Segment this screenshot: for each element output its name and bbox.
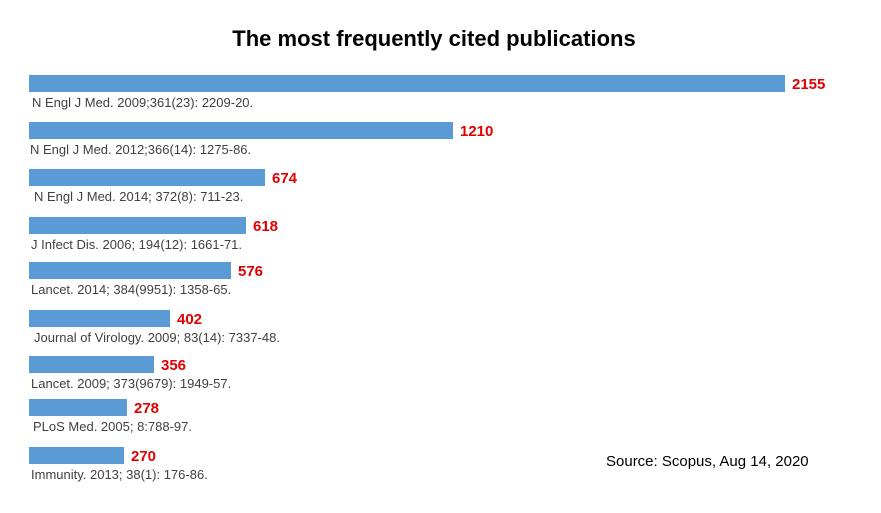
value-label-4: 618 [253,218,278,235]
bar-3 [29,169,265,186]
category-label-9: Immunity. 2013; 38(1): 176-86. [31,467,208,482]
category-label-3: N Engl J Med. 2014; 372(8): 711-23. [34,189,243,204]
bar-7 [29,356,154,373]
category-label-1: N Engl J Med. 2009;361(23): 2209-20. [32,95,253,110]
value-label-9: 270 [131,448,156,465]
category-label-5: Lancet. 2014; 384(9951): 1358-65. [31,282,231,297]
bar-1 [29,75,785,92]
value-label-5: 576 [238,263,263,280]
chart-title: The most frequently cited publications [232,26,636,51]
category-label-6: Journal of Virology. 2009; 83(14): 7337-… [34,330,280,345]
value-label-2: 1210 [460,123,493,140]
bar-5 [29,262,231,279]
value-label-8: 278 [134,400,159,417]
bar-8 [29,399,127,416]
category-label-4: J Infect Dis. 2006; 194(12): 1661-71. [31,237,242,252]
value-label-6: 402 [177,311,202,328]
category-label-2: N Engl J Med. 2012;366(14): 1275-86. [30,142,251,157]
category-label-7: Lancet. 2009; 373(9679): 1949-57. [31,376,231,391]
source-note: Source: Scopus, Aug 14, 2020 [606,453,809,470]
bar-9 [29,447,124,464]
value-label-7: 356 [161,357,186,374]
value-label-1: 2155 [792,76,825,93]
category-label-8: PLoS Med. 2005; 8:788-97. [33,419,192,434]
bar-2 [29,122,453,139]
bar-6 [29,310,170,327]
bar-4 [29,217,246,234]
value-label-3: 674 [272,170,298,187]
